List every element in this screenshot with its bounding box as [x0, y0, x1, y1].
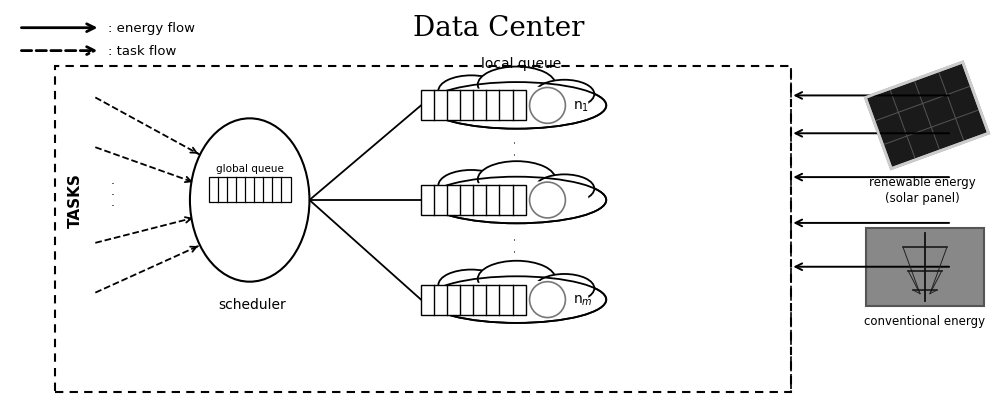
Ellipse shape [478, 162, 555, 198]
Ellipse shape [438, 270, 504, 301]
Ellipse shape [445, 181, 588, 215]
Text: ·
·
·: · · · [110, 178, 114, 213]
Ellipse shape [427, 177, 606, 224]
Bar [421, 91, 526, 121]
Text: conventional energy: conventional energy [864, 314, 986, 327]
Text: n$_1$: n$_1$ [573, 99, 590, 113]
Text: TASKS: TASKS [68, 173, 83, 228]
Ellipse shape [478, 261, 555, 297]
Text: : energy flow: : energy flow [108, 22, 195, 35]
Text: Data Center: Data Center [413, 15, 584, 42]
Ellipse shape [535, 81, 594, 109]
Bar [866, 228, 984, 306]
Ellipse shape [535, 274, 594, 303]
Text: ·  ·  ·: · · · [510, 236, 523, 264]
Ellipse shape [445, 281, 588, 314]
Bar [209, 178, 291, 202]
Ellipse shape [530, 282, 565, 318]
Text: n$_m$: n$_m$ [573, 293, 593, 307]
Text: scheduler: scheduler [218, 297, 286, 311]
Ellipse shape [530, 88, 565, 124]
Ellipse shape [427, 277, 606, 323]
Ellipse shape [438, 76, 504, 107]
Ellipse shape [478, 67, 555, 104]
Bar [421, 285, 526, 315]
Ellipse shape [530, 183, 565, 218]
Ellipse shape [190, 119, 309, 282]
Ellipse shape [535, 175, 594, 203]
Ellipse shape [438, 171, 504, 202]
Bar [421, 185, 526, 215]
Polygon shape [865, 63, 989, 169]
Ellipse shape [427, 83, 606, 129]
Text: renewable energy
(solar panel): renewable energy (solar panel) [869, 176, 975, 205]
Text: : task flow: : task flow [108, 45, 177, 58]
Text: ·  ·  ·: · · · [510, 139, 523, 167]
Text: local queue: local queue [481, 56, 562, 70]
Ellipse shape [445, 87, 588, 120]
Text: global queue: global queue [216, 164, 284, 174]
